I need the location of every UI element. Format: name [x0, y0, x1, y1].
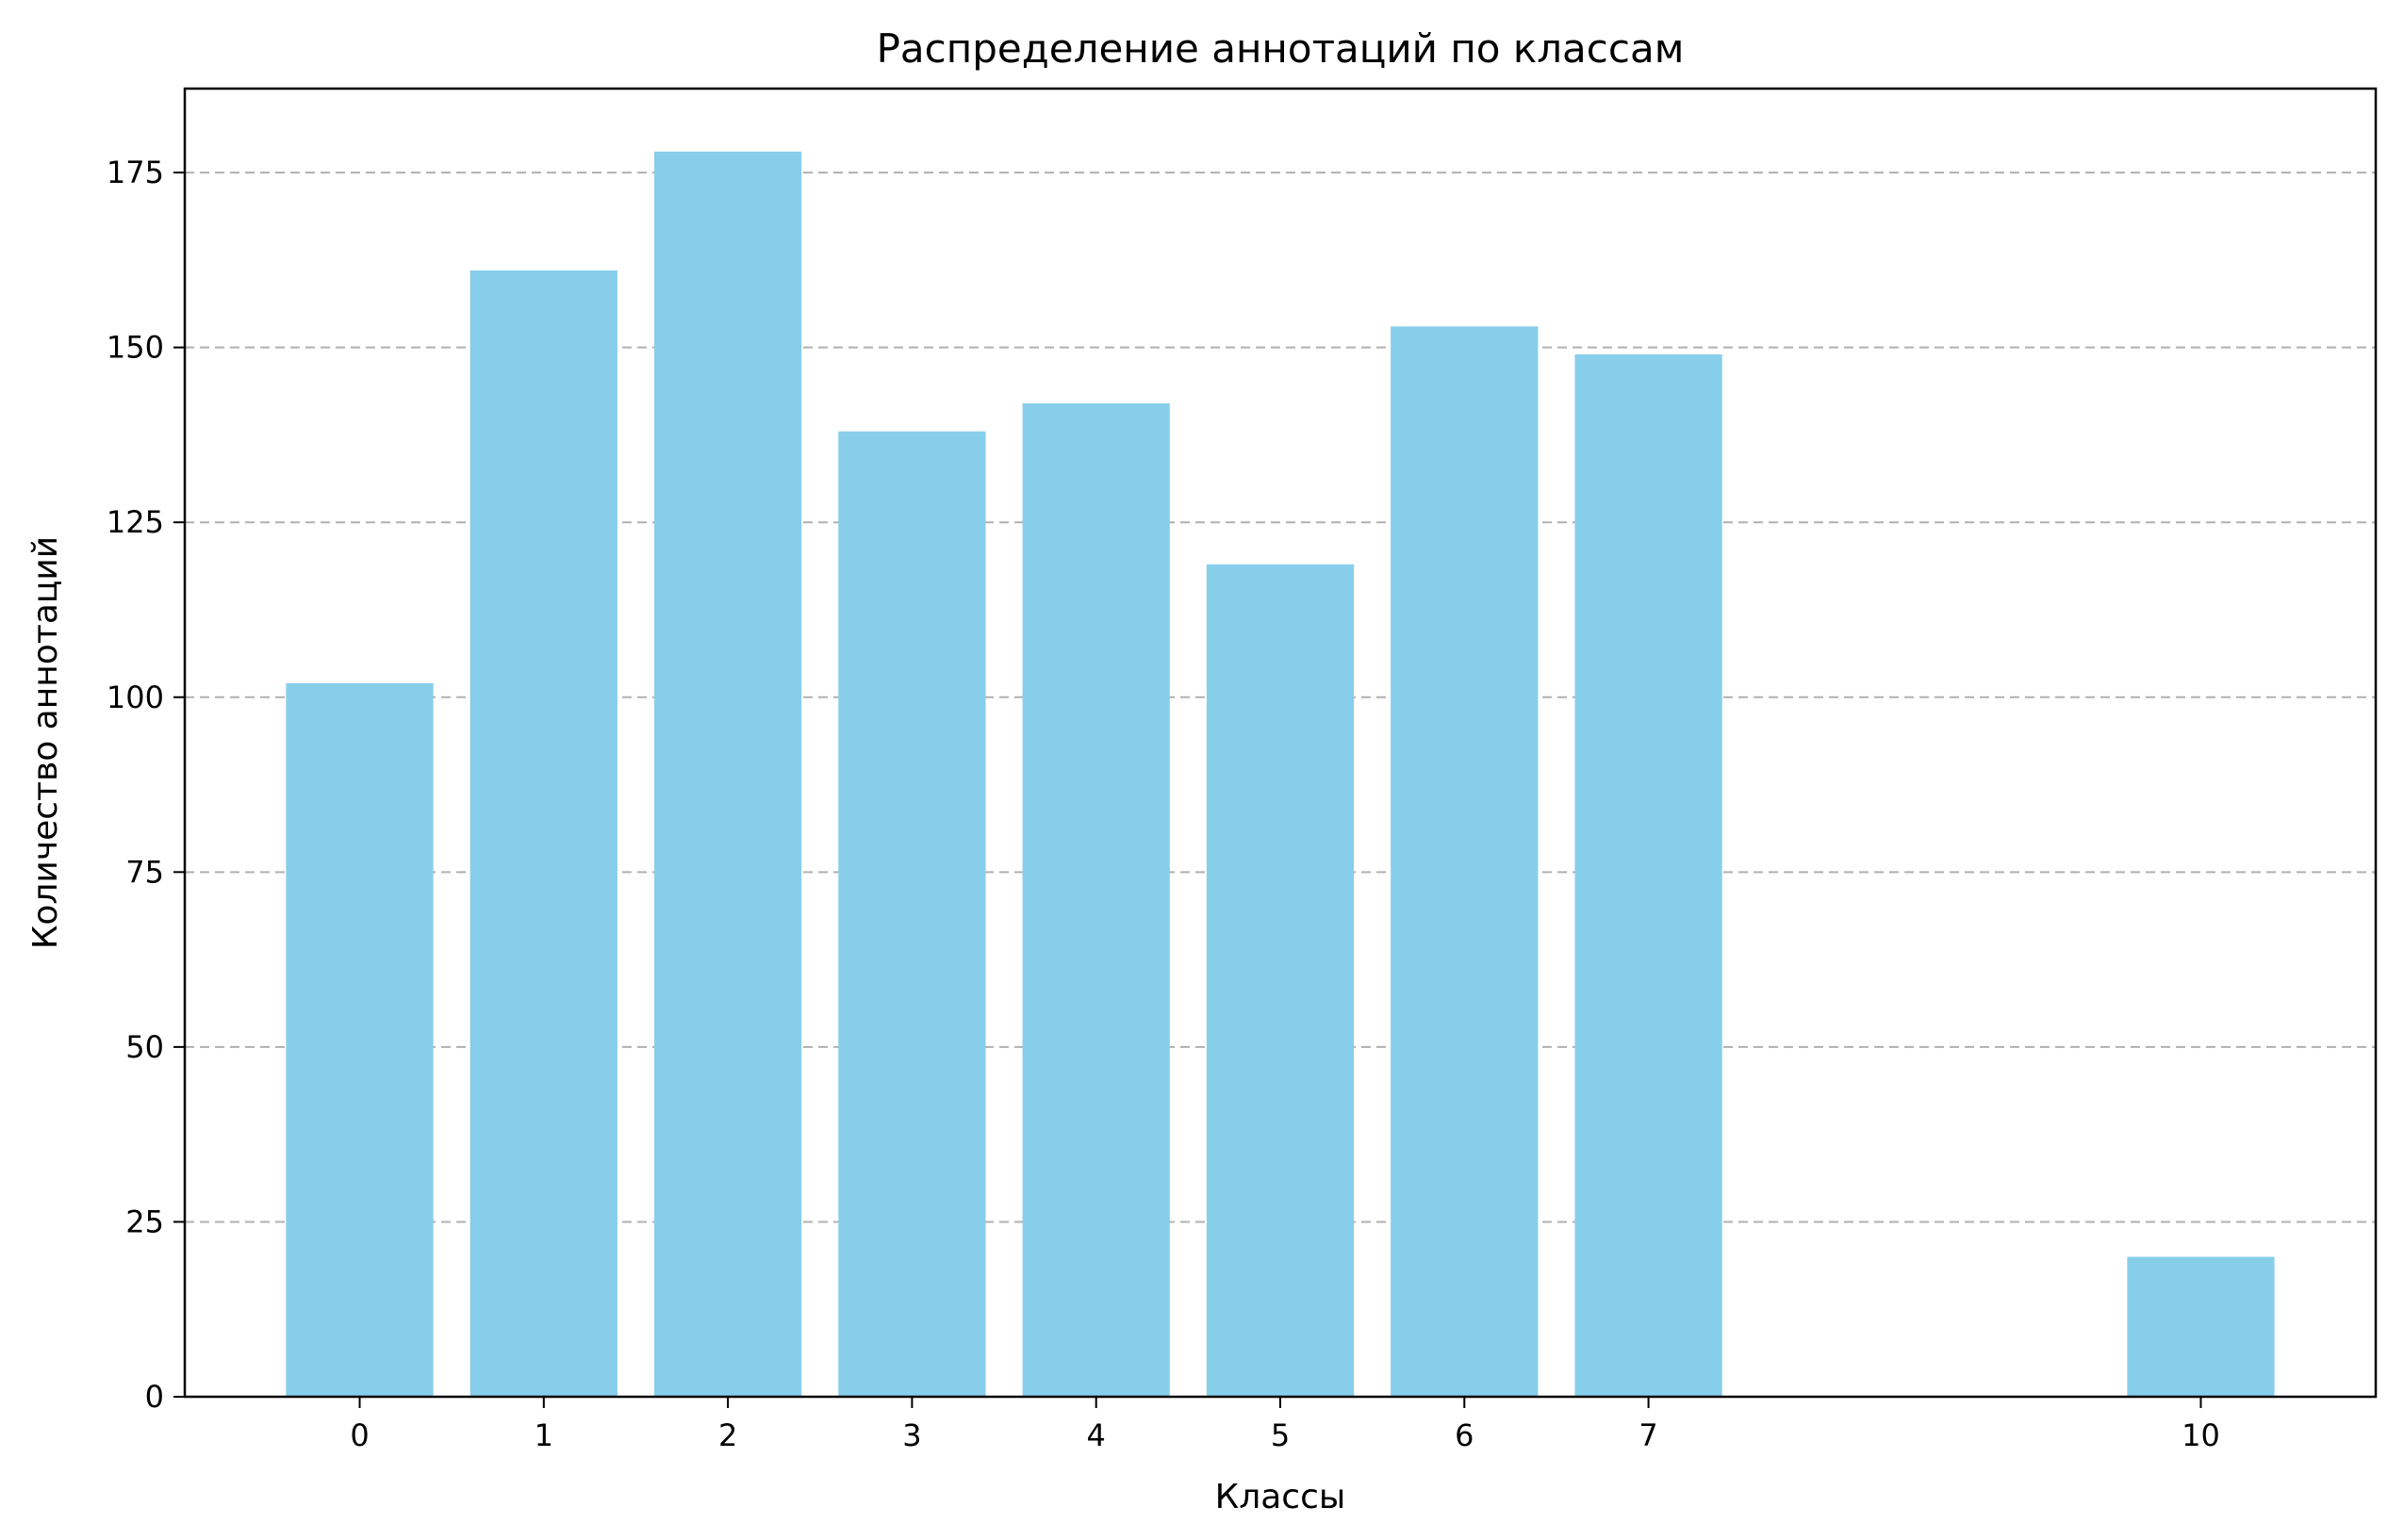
y-tick-label: 125 — [107, 504, 164, 540]
x-tick-label: 5 — [1271, 1417, 1290, 1453]
bar-class-6 — [1391, 326, 1539, 1397]
x-tick-label: 10 — [2182, 1417, 2220, 1453]
x-tick-label: 0 — [350, 1417, 369, 1453]
x-tick-label: 1 — [535, 1417, 553, 1453]
x-tick-label: 7 — [1638, 1417, 1657, 1453]
y-tick-label: 150 — [107, 330, 164, 366]
x-tick-label: 4 — [1087, 1417, 1106, 1453]
y-axis-label: Количество аннотаций — [26, 536, 65, 949]
x-ticks: 0 1 2 3 4 5 6 7 10 — [350, 1397, 2220, 1453]
x-tick-label: 2 — [718, 1417, 737, 1453]
bars-layer — [286, 151, 2275, 1398]
bar-class-3 — [838, 431, 986, 1397]
bar-class-4 — [1022, 403, 1170, 1397]
y-tick-label: 175 — [107, 155, 164, 190]
bar-class-5 — [1206, 564, 1355, 1397]
y-tick-label: 25 — [125, 1204, 164, 1239]
y-tick-label: 0 — [145, 1379, 164, 1415]
y-tick-label: 100 — [107, 680, 164, 715]
bar-class-2 — [654, 151, 802, 1398]
bar-class-0 — [286, 682, 434, 1397]
bar-class-1 — [469, 270, 617, 1398]
x-tick-label: 6 — [1455, 1417, 1474, 1453]
chart-title: Распределение аннотаций по классам — [877, 25, 1685, 72]
x-tick-label: 3 — [902, 1417, 921, 1453]
y-tick-label: 50 — [125, 1029, 164, 1065]
bar-class-10 — [2127, 1256, 2275, 1397]
y-tick-label: 75 — [125, 854, 164, 890]
y-ticks: 0 25 50 75 100 125 150 175 — [107, 155, 185, 1415]
bar-class-7 — [1574, 354, 1722, 1397]
x-axis-label: Классы — [1215, 1478, 1346, 1516]
